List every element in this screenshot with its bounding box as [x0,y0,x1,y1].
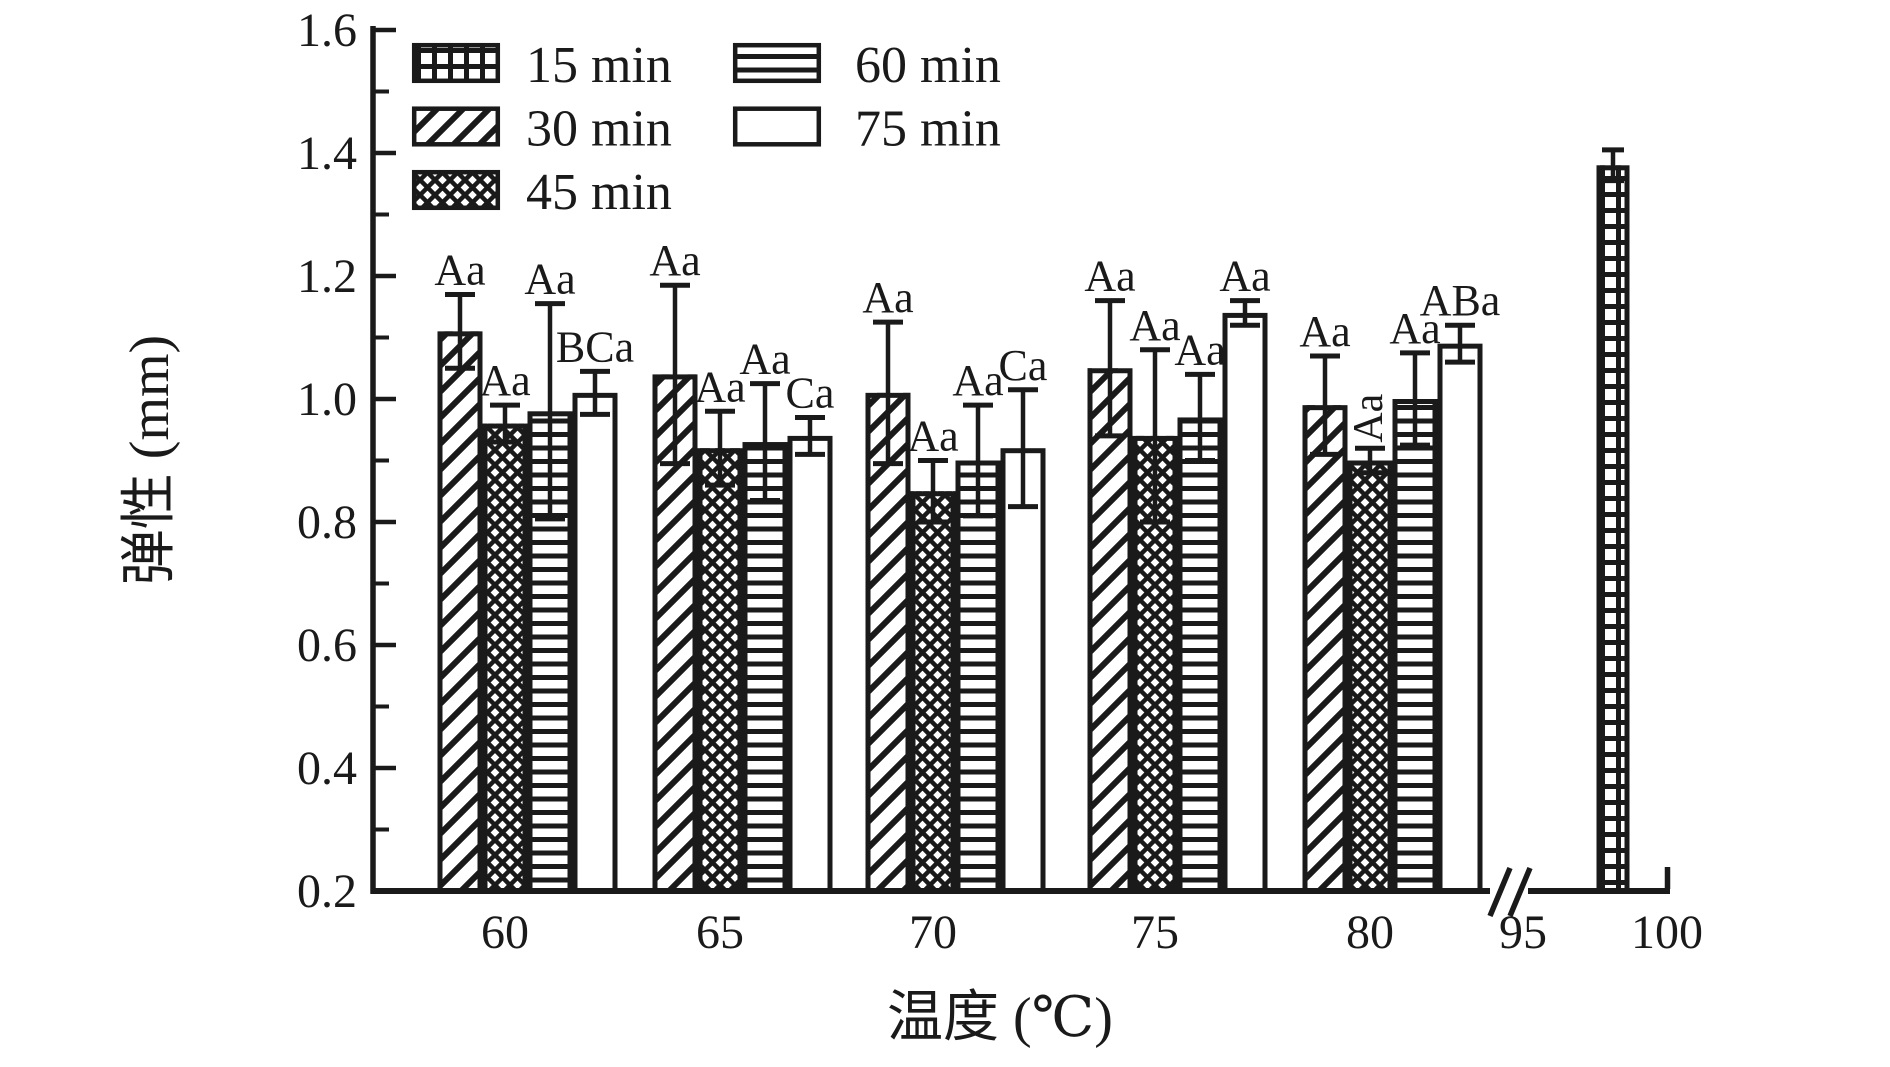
bar-65-75min-bg [787,435,833,893]
x-tick-label: 95 [1499,906,1547,959]
legend-item-15min: 15 min [411,37,672,94]
legend-item-60min-swatch-fill [733,43,821,83]
legend: 15 min 30 min 45 min 60 min 75 min [411,37,1001,221]
sig-label: ABa [1420,276,1501,325]
legend-label: 60 min [855,37,1001,94]
bar-80-75min-bg [1437,343,1483,893]
legend-item-15min-swatch [411,42,501,84]
sig-label: Aa [1174,325,1225,374]
legend-item-60min-swatch [732,42,822,84]
bar-80-60min-fill [1392,399,1438,893]
sig-label: Aa [907,412,958,461]
y-tick-label: 0.2 [297,865,357,918]
bar-65-45min-fill [697,448,743,893]
sig-label: Aa [739,335,790,384]
bar-80-45min-fill [1347,460,1393,893]
legend-item-15min-swatch-fill [412,43,500,83]
y-tick-label: 1.2 [297,250,357,303]
x-tick-label: 100 [1631,906,1703,959]
sig-label: BCa [556,322,634,371]
legend-label: 45 min [526,164,672,221]
legend-item-75min: 75 min [732,101,1001,158]
axis-break-slash [1507,866,1533,918]
x-tick-label: 80 [1346,906,1394,959]
bar-60-45min-fill [482,423,528,893]
y-tick-label: 0.4 [297,742,357,795]
legend-item-45min: 45 min [411,164,672,221]
legend-item-75min-swatch [732,106,822,147]
bar-75-30min-fill [1087,368,1133,893]
sig-label: Aa [1129,301,1180,350]
bar-70-45min-fill [910,491,956,893]
sig-label: Aa [649,236,700,285]
bar-65-60min-fill [742,442,788,893]
legend-item-45min-swatch-fill [412,170,500,210]
bar-80-30min-fill [1302,405,1348,893]
x-tick-label: 75 [1131,906,1179,959]
sig-label: Aa [1084,252,1135,301]
y-tick-label: 1.6 [297,4,357,57]
legend-item-60min: 60 min [732,37,1001,94]
bar-75-75min-bg [1222,312,1268,893]
legend-item-30min-swatch [411,106,501,147]
x-tick-label: 70 [909,906,957,959]
legend-item-75min-swatch-bg [733,106,821,147]
y-tick-label: 1.0 [297,373,357,426]
error-bars-layer [445,147,1624,525]
legend-item-30min-swatch-fill [412,106,500,147]
y-tick-label: 0.6 [297,619,357,672]
sig-label: Aa [862,273,913,322]
sig-labels-layer: AaAaAaBCaAaAaAaCaAaAaAaCaAaAaAaAaAaAaAaA… [434,236,1500,460]
sig-label: Aa [1346,393,1392,442]
bar-60-75min-bg [572,392,618,893]
y-tick-label: 1.4 [297,127,357,180]
legend-label: 75 min [855,101,1001,158]
bar-70-60min-fill [955,460,1001,893]
sig-label: Ca [786,368,835,417]
legend-item-45min-swatch [411,169,501,211]
x-axis-title: 温度 (℃) [887,987,1113,1049]
bar-100-15min-fill [1596,165,1630,894]
sig-label: Aa [1219,252,1270,301]
sig-label: Aa [952,356,1003,405]
bar-75-60min-fill [1177,417,1223,893]
sig-label: Aa [434,245,485,294]
y-tick-label: 0.8 [297,496,357,549]
bar-60-30min-fill [437,331,483,894]
bar-70-30min-fill [865,392,911,893]
sig-label: Aa [694,362,745,411]
sig-label: Aa [1389,304,1440,353]
legend-label: 30 min [526,101,672,158]
x-tick-label: 60 [481,906,529,959]
x-tick-label: 65 [696,906,744,959]
legend-item-30min: 30 min [411,101,672,158]
sig-label: Aa [524,255,575,304]
y-axis-title: 弹性 (mm) [119,335,181,585]
legend-label: 15 min [526,37,672,94]
axis-break-slash [1487,866,1513,918]
sig-label: Ca [999,341,1048,390]
sig-label: Aa [1299,307,1350,356]
bars-layer [437,165,1630,894]
bar-70-75min-bg [1000,448,1046,893]
sig-label: Aa [479,356,530,405]
